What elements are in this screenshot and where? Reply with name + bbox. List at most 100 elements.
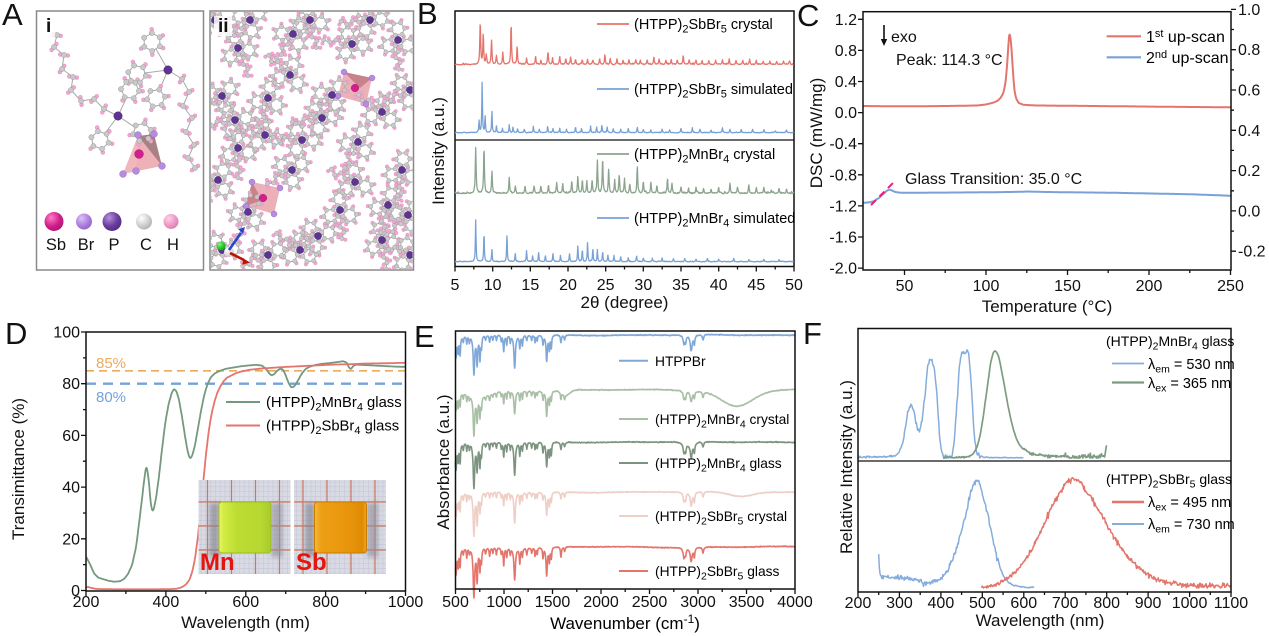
- svg-text:C: C: [797, 0, 819, 33]
- svg-text:600: 600: [1010, 595, 1037, 612]
- svg-text:(HTPP)2SbBr5 glass: (HTPP)2SbBr5 glass: [1106, 471, 1232, 491]
- svg-text:100: 100: [53, 325, 80, 342]
- svg-text:Absorbance (a.u.): Absorbance (a.u.): [434, 394, 453, 529]
- svg-text:1000: 1000: [1172, 595, 1208, 612]
- svg-text:Mn: Mn: [200, 549, 235, 576]
- svg-text:Wavelength (nm): Wavelength (nm): [181, 613, 310, 632]
- svg-text:500: 500: [969, 595, 996, 612]
- svg-text:0: 0: [71, 583, 80, 600]
- svg-text:exo: exo: [891, 29, 917, 46]
- svg-text:900: 900: [1135, 595, 1162, 612]
- svg-text:0.6: 0.6: [1238, 83, 1260, 100]
- svg-text:C: C: [140, 236, 152, 254]
- svg-text:50: 50: [896, 278, 914, 295]
- svg-text:λem = 730 nm: λem = 730 nm: [1148, 517, 1235, 536]
- svg-text:2θ (degree): 2θ (degree): [581, 293, 669, 312]
- svg-text:200: 200: [1136, 278, 1163, 295]
- svg-text:30: 30: [634, 277, 652, 294]
- svg-text:35: 35: [672, 277, 690, 294]
- svg-text:0.4: 0.4: [1238, 123, 1260, 140]
- svg-text:Br: Br: [78, 236, 95, 254]
- svg-text:60: 60: [62, 428, 80, 445]
- svg-text:F: F: [803, 316, 822, 351]
- svg-text:80: 80: [62, 376, 80, 393]
- svg-text:1500: 1500: [535, 594, 571, 611]
- svg-text:i: i: [46, 16, 51, 37]
- svg-text:Wavelength (nm): Wavelength (nm): [976, 611, 1105, 630]
- svg-text:150: 150: [1054, 278, 1081, 295]
- svg-text:80%: 80%: [96, 389, 126, 406]
- svg-text:2nd up-scan: 2nd up-scan: [1146, 49, 1229, 67]
- svg-text:700: 700: [1052, 595, 1079, 612]
- svg-text:Sb: Sb: [296, 549, 327, 576]
- svg-text:DSC (mW/mg): DSC (mW/mg): [807, 78, 826, 188]
- svg-text:250: 250: [1217, 278, 1244, 295]
- svg-text:0.4: 0.4: [835, 74, 857, 91]
- svg-text:2500: 2500: [632, 594, 668, 611]
- svg-text:(HTPP)2MnBr4 glass: (HTPP)2MnBr4 glass: [266, 395, 402, 414]
- svg-text:Temperature (°C): Temperature (°C): [982, 297, 1113, 316]
- svg-text:Intensity (a.u.): Intensity (a.u.): [429, 97, 448, 205]
- svg-text:1100: 1100: [1214, 595, 1249, 612]
- svg-text:ii: ii: [218, 16, 229, 37]
- svg-text:600: 600: [232, 594, 259, 611]
- svg-text:10: 10: [484, 277, 502, 294]
- svg-text:2000: 2000: [583, 594, 619, 611]
- svg-text:15: 15: [521, 277, 539, 294]
- svg-text:λex = 365 nm: λex = 365 nm: [1148, 376, 1231, 395]
- svg-text:A: A: [2, 0, 23, 32]
- svg-text:Glass Transition: 35.0 °C: Glass Transition: 35.0 °C: [905, 171, 1082, 188]
- svg-text:HTPPBr: HTPPBr: [655, 354, 706, 369]
- svg-text:(HTPP)2MnBr4 crystal: (HTPP)2MnBr4 crystal: [655, 412, 789, 431]
- svg-text:(HTPP)2MnBr4 simulated: (HTPP)2MnBr4 simulated: [634, 211, 795, 230]
- svg-text:20: 20: [62, 531, 80, 548]
- svg-text:Relative Intensity (a.u.): Relative Intensity (a.u.): [837, 380, 856, 554]
- svg-text:200: 200: [73, 594, 100, 611]
- svg-text:(HTPP)2MnBr4 glass: (HTPP)2MnBr4 glass: [655, 456, 782, 475]
- svg-text:0.8: 0.8: [1238, 42, 1260, 59]
- svg-text:λem = 530 nm: λem = 530 nm: [1148, 357, 1235, 376]
- svg-text:40: 40: [62, 480, 80, 497]
- svg-text:20: 20: [559, 277, 577, 294]
- svg-text:400: 400: [928, 595, 955, 612]
- svg-text:-1.6: -1.6: [829, 230, 857, 247]
- svg-text:λex = 495 nm: λex = 495 nm: [1148, 495, 1231, 514]
- svg-text:0.0: 0.0: [1238, 203, 1260, 220]
- svg-text:500: 500: [442, 594, 469, 611]
- svg-text:25: 25: [597, 277, 615, 294]
- svg-text:5: 5: [451, 277, 460, 294]
- svg-text:50: 50: [785, 277, 803, 294]
- svg-text:-1.2: -1.2: [829, 198, 857, 215]
- svg-text:Wavenumber (cm-1): Wavenumber (cm-1): [550, 612, 700, 633]
- svg-text:Sb: Sb: [46, 236, 66, 254]
- svg-text:(HTPP)2MnBr4 crystal: (HTPP)2MnBr4 crystal: [634, 147, 775, 166]
- svg-text:Peak: 114.3 °C: Peak: 114.3 °C: [896, 52, 1003, 69]
- svg-text:H: H: [167, 236, 179, 254]
- svg-text:1000: 1000: [486, 594, 522, 611]
- svg-text:3000: 3000: [680, 594, 716, 611]
- svg-text:(HTPP)2SbBr5 crystal: (HTPP)2SbBr5 crystal: [634, 17, 773, 36]
- svg-text:0.0: 0.0: [835, 105, 857, 122]
- svg-text:0.2: 0.2: [1238, 163, 1260, 180]
- svg-text:(HTPP)2SbBr4 glass: (HTPP)2SbBr4 glass: [266, 419, 399, 438]
- svg-text:(HTPP)2SbBr5 glass: (HTPP)2SbBr5 glass: [655, 564, 780, 583]
- svg-text:3500: 3500: [729, 594, 765, 611]
- svg-text:B: B: [417, 0, 438, 31]
- svg-text:1st up-scan: 1st up-scan: [1146, 28, 1225, 46]
- svg-text:(HTPP)2MnBr4 glass: (HTPP)2MnBr4 glass: [1106, 333, 1234, 353]
- svg-text:-0.4: -0.4: [829, 136, 857, 153]
- svg-text:D: D: [5, 316, 27, 351]
- svg-text:40: 40: [710, 277, 728, 294]
- svg-text:800: 800: [1093, 595, 1120, 612]
- svg-text:800: 800: [312, 594, 339, 611]
- svg-text:Transimittance (%): Transimittance (%): [9, 398, 28, 540]
- svg-text:100: 100: [973, 278, 1000, 295]
- svg-text:(HTPP)2SbBr5 simulated: (HTPP)2SbBr5 simulated: [634, 82, 793, 101]
- svg-text:-2.0: -2.0: [829, 261, 857, 278]
- svg-text:1.0: 1.0: [1238, 2, 1260, 19]
- svg-text:4000: 4000: [777, 594, 813, 611]
- svg-text:85%: 85%: [96, 355, 126, 372]
- svg-text:0.8: 0.8: [835, 43, 857, 60]
- svg-text:(HTPP)2SbBr5 crystal: (HTPP)2SbBr5 crystal: [655, 509, 787, 528]
- svg-text:P: P: [108, 236, 119, 254]
